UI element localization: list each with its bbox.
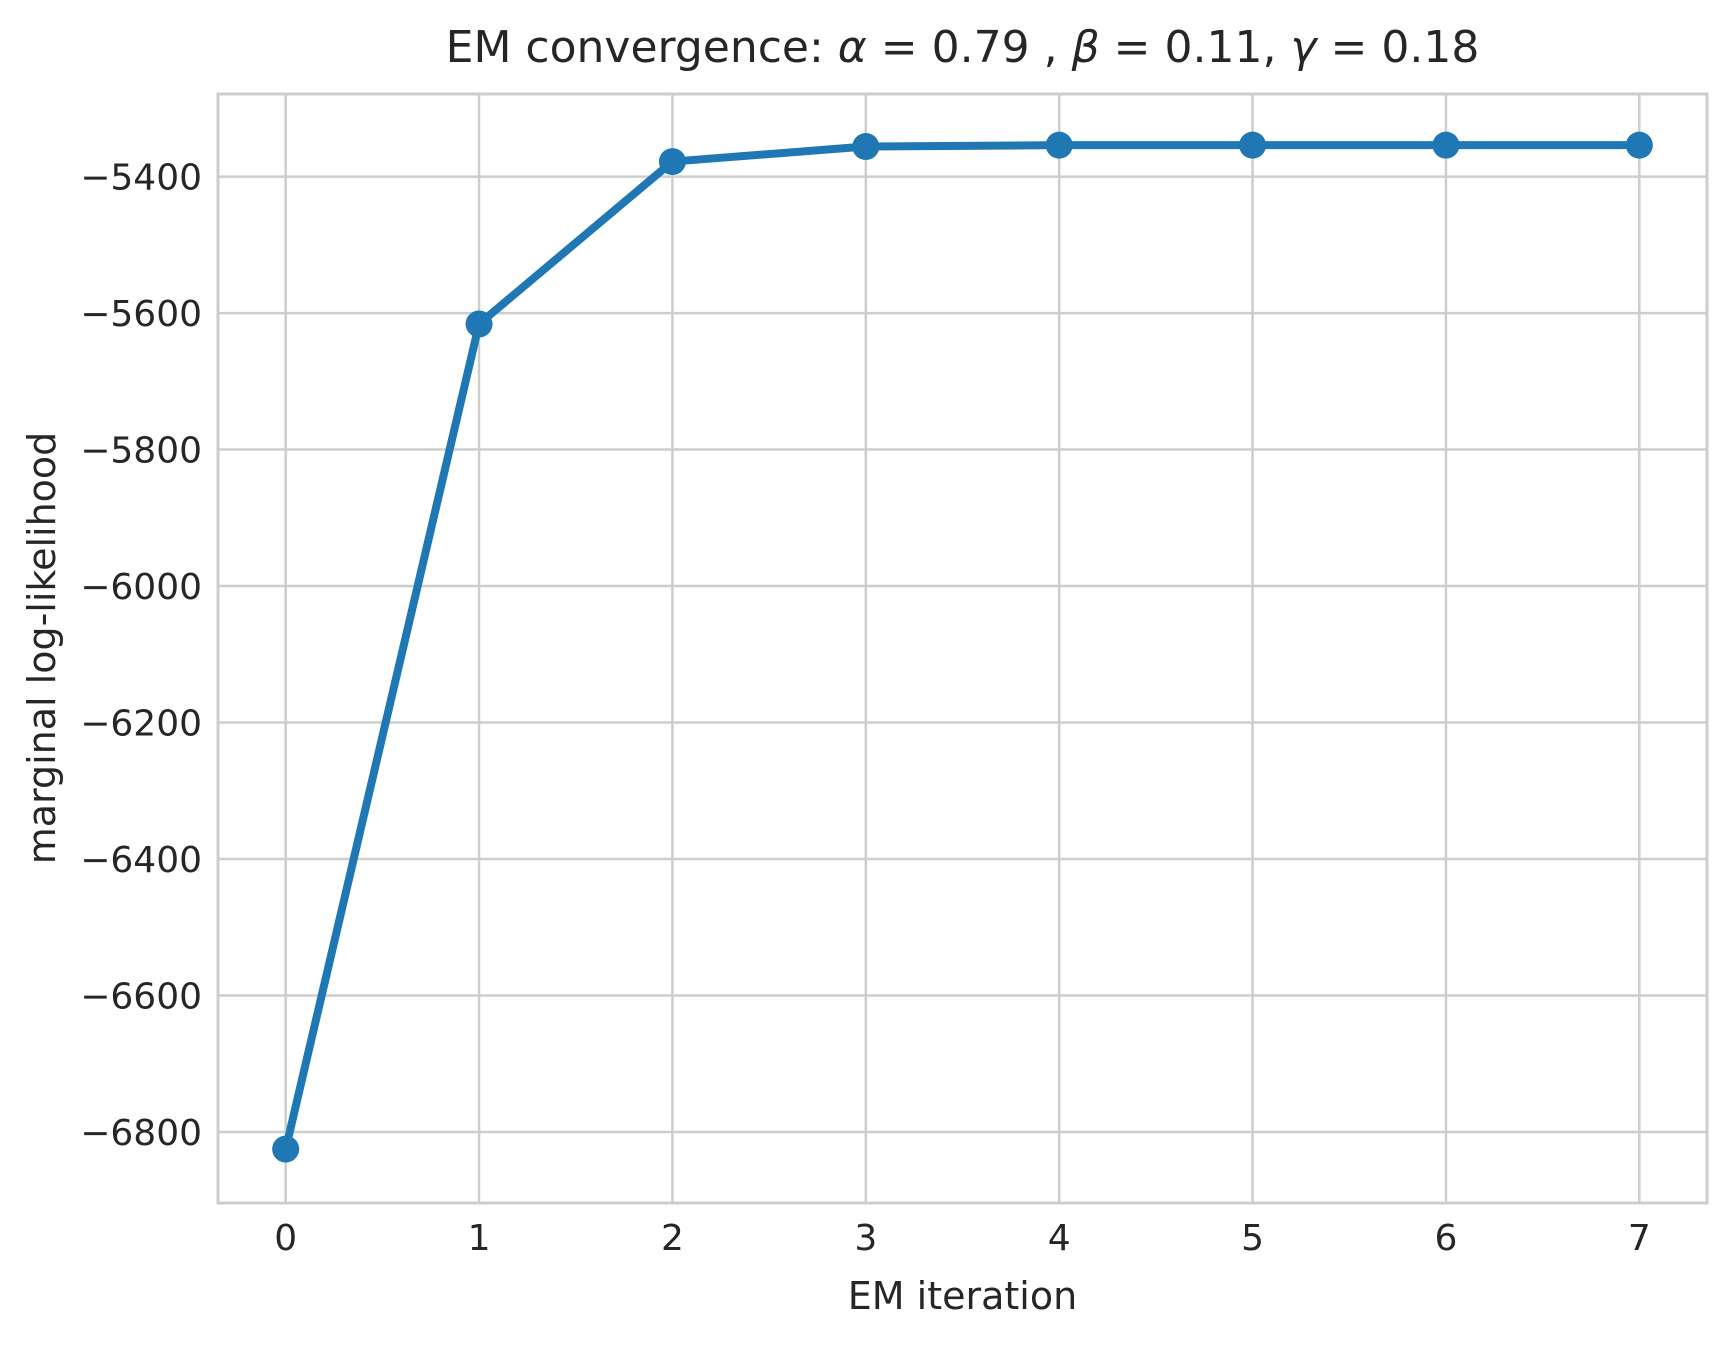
x-tick-label-2: 2 <box>661 1218 684 1259</box>
title-segment: EM convergence: <box>445 22 838 73</box>
data-point-7 <box>1625 131 1653 159</box>
y-tick-label-7: −6800 <box>80 1113 202 1154</box>
x-tick-label-4: 4 <box>1048 1218 1071 1259</box>
title-segment: = 0.11, <box>1099 22 1291 73</box>
y-tick-label-6: −6600 <box>80 977 202 1018</box>
x-tick-label-0: 0 <box>274 1218 297 1259</box>
title-segment: = 0.79 , <box>866 22 1072 73</box>
x-axis-label: EM iteration <box>847 1274 1078 1318</box>
data-point-4 <box>1045 131 1073 159</box>
data-point-0 <box>272 1135 300 1163</box>
title-alpha-symbol: α <box>837 22 867 73</box>
data-point-3 <box>852 133 880 161</box>
title-gamma-symbol: γ <box>1290 22 1317 73</box>
plot-background <box>218 94 1707 1203</box>
data-point-1 <box>465 310 493 338</box>
y-tick-label-5: −6400 <box>80 840 202 881</box>
y-axis-label: marginal log-likelihood <box>20 431 64 865</box>
data-point-6 <box>1432 131 1460 159</box>
data-line <box>281 141 1644 1154</box>
x-tick-label-3: 3 <box>854 1218 877 1259</box>
data-point-5 <box>1239 131 1267 159</box>
x-tick-label-6: 6 <box>1434 1218 1457 1259</box>
data-point-2 <box>658 148 686 176</box>
y-tick-label-3: −6000 <box>80 567 202 608</box>
y-tick-label-4: −6200 <box>80 704 202 745</box>
y-tick-label-1: −5600 <box>80 294 202 335</box>
y-tick-label-2: −5800 <box>80 431 202 472</box>
title-beta-symbol: β <box>1071 22 1100 73</box>
y-tick-label-0: −5400 <box>80 158 202 199</box>
plot-border <box>216 92 1709 1205</box>
x-tick-label-1: 1 <box>468 1218 491 1259</box>
title-segment: = 0.18 <box>1316 22 1480 73</box>
x-tick-label-5: 5 <box>1241 1218 1264 1259</box>
chart-title: EM convergence: α = 0.79 , β = 0.11, γ =… <box>218 22 1707 74</box>
x-tick-label-7: 7 <box>1628 1218 1651 1259</box>
